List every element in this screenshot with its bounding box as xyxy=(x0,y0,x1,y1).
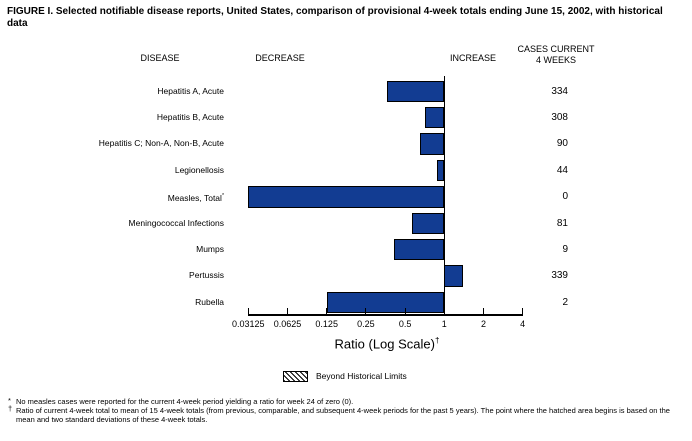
cases-header-line1: CASES CURRENT xyxy=(517,44,595,54)
x-axis-tick-label: 4 xyxy=(520,319,526,329)
footnote-ratio: † Ratio of current 4-week total to mean o… xyxy=(8,404,688,425)
disease-label: Legionellosis xyxy=(175,160,224,182)
x-axis-tick-label: 0.03125 xyxy=(232,319,265,329)
x-axis-tick xyxy=(443,308,445,314)
x-axis-tick xyxy=(326,308,328,314)
hatched-swatch-icon xyxy=(283,370,308,382)
asterisk-footnote-marker: * xyxy=(221,193,224,200)
cases-value: 0 xyxy=(562,191,568,203)
cases-value: 2 xyxy=(562,296,568,308)
ratio-bar xyxy=(326,291,445,314)
column-header-disease: DISEASE xyxy=(140,53,180,63)
x-axis-tick xyxy=(365,308,367,314)
column-header-increase: INCREASE xyxy=(449,53,496,63)
cases-value: 81 xyxy=(556,217,568,229)
disease-label-text: Legionellosis xyxy=(174,164,224,175)
cases-value: 9 xyxy=(562,243,568,255)
cases-value: 334 xyxy=(551,85,568,97)
x-axis-title: Ratio (Log Scale)† xyxy=(249,336,525,351)
footnote-measles: * No measles cases were reported for the … xyxy=(8,395,688,407)
legend: Beyond Historical Limits xyxy=(283,369,407,383)
ratio-bar xyxy=(386,80,445,102)
ratio-1-line xyxy=(443,76,446,316)
disease-label: Meningococcal Infections xyxy=(129,213,224,235)
legend-label: Beyond Historical Limits xyxy=(316,371,407,381)
ratio-bar xyxy=(444,265,463,287)
disease-label: Hepatitis B, Acute xyxy=(157,107,224,129)
x-axis-tick-label: 2 xyxy=(480,319,486,329)
x-axis-tick-label: 0.125 xyxy=(315,319,338,329)
footnote-ratio-text: Ratio of current 4-week total to mean of… xyxy=(16,405,670,424)
cases-value: 308 xyxy=(551,111,568,123)
disease-label: Measles, Total* xyxy=(168,186,224,209)
disease-label-text: Pertussis xyxy=(189,270,224,281)
x-axis-tick-label: 1 xyxy=(441,319,447,329)
x-axis-tick-label: 0.25 xyxy=(357,319,375,329)
x-axis-tick xyxy=(404,308,406,314)
disease-label-text: Meningococcal Infections xyxy=(128,217,224,228)
x-axis-tick xyxy=(286,308,289,314)
x-axis-tick xyxy=(482,308,485,314)
x-axis-line xyxy=(248,314,523,316)
disease-label-text: Hepatitis C; Non-A, Non-B, Acute xyxy=(98,138,224,149)
x-axis-tick-label: 0.5 xyxy=(398,319,412,329)
ratio-bar xyxy=(393,238,445,261)
disease-label: Hepatitis A, Acute xyxy=(157,81,224,103)
footnotes: * No measles cases were reported for the … xyxy=(8,395,688,425)
disease-label-text: Rubella xyxy=(195,296,224,307)
disease-label-text: Mumps xyxy=(196,243,224,254)
disease-label: Hepatitis C; Non-A, Non-B, Acute xyxy=(99,133,224,155)
cases-header-line2: 4 WEEKS xyxy=(535,54,576,65)
disease-label: Mumps xyxy=(196,239,224,261)
ratio-bar xyxy=(424,106,445,129)
column-header-cases: CASES CURRENT 4 WEEKS xyxy=(494,44,618,65)
footnote-measles-text: No measles cases were reported for the c… xyxy=(16,397,354,406)
dagger-footnote-marker: † xyxy=(434,336,440,345)
x-axis-tick xyxy=(522,308,524,314)
cases-value: 44 xyxy=(556,164,568,176)
cases-value: 90 xyxy=(556,138,568,150)
ratio-bar xyxy=(411,212,445,234)
disease-label-text: Hepatitis B, Acute xyxy=(156,111,224,122)
column-header-decrease: DECREASE xyxy=(255,53,305,63)
ratio-bar xyxy=(248,186,445,208)
cases-value: 339 xyxy=(551,270,568,282)
disease-label: Rubella xyxy=(195,292,224,314)
disease-label-text: Measles, Total xyxy=(167,192,222,203)
dagger-marker: † xyxy=(8,404,13,414)
disease-label-text: Hepatitis A, Acute xyxy=(157,85,224,96)
disease-label: Pertussis xyxy=(189,265,224,287)
x-axis-tick xyxy=(247,308,249,314)
asterisk-marker: * xyxy=(8,395,11,405)
figure-title: FIGURE I. Selected notifiable disease re… xyxy=(7,6,663,29)
x-axis-title-text: Ratio (Log Scale) xyxy=(334,336,435,352)
ratio-bar xyxy=(419,133,445,155)
x-axis-tick-label: 0.0625 xyxy=(273,319,302,329)
